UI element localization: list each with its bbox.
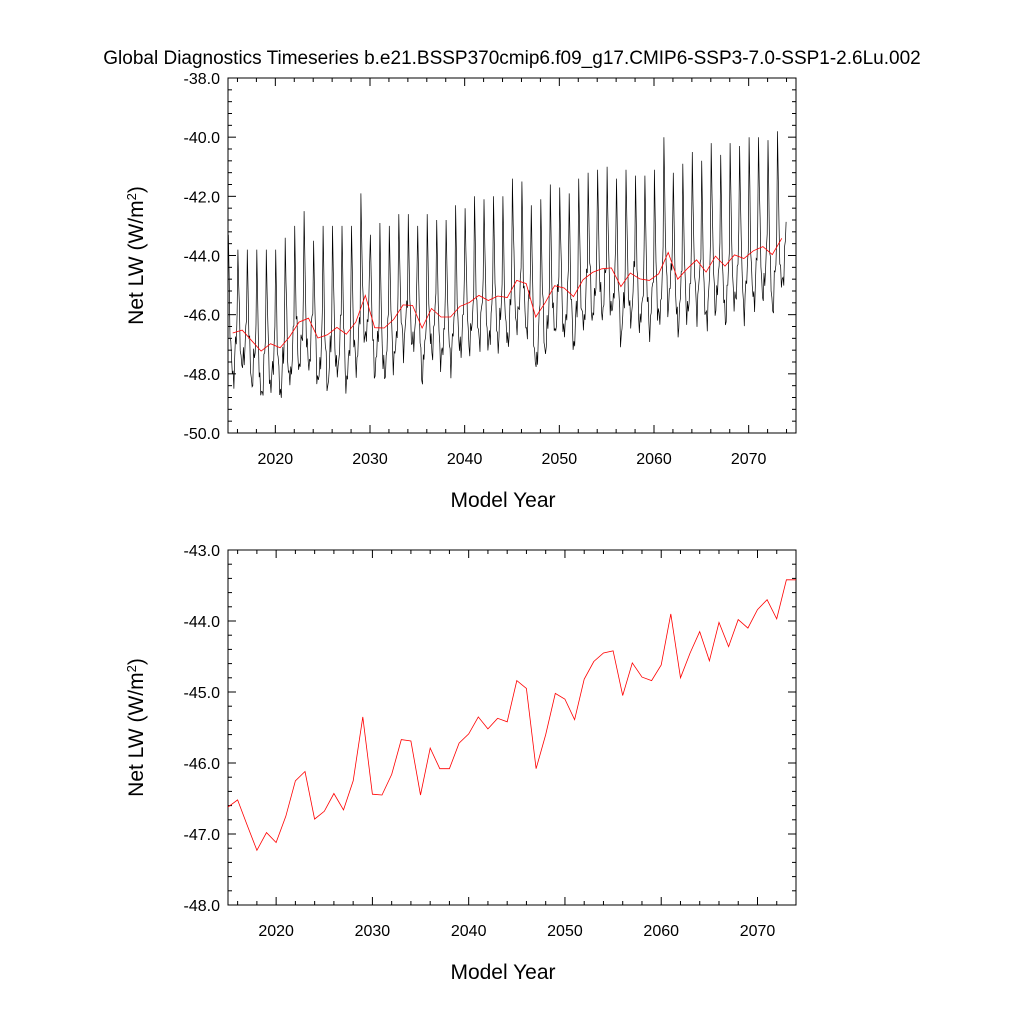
y-tick-label: -47.0 xyxy=(184,827,221,844)
x-axis-title: Model Year xyxy=(450,489,555,512)
x-tick-label: 2020 xyxy=(258,923,294,940)
series-line-annual xyxy=(232,238,783,352)
y-tick-label: -45.0 xyxy=(184,685,221,702)
x-axis-ticks xyxy=(236,78,788,433)
x-tick-label: 2040 xyxy=(447,451,483,468)
y-tick-label: -43.0 xyxy=(184,543,221,560)
y-tick-label: -44.0 xyxy=(184,614,221,631)
x-tick-label: 2040 xyxy=(451,923,487,940)
y-tick-label: -50.0 xyxy=(184,426,221,443)
y-tick-label: -44.0 xyxy=(184,249,221,266)
y-axis-ticks xyxy=(228,77,796,434)
x-tick-label: 2060 xyxy=(643,923,679,940)
series-line-annual-mean xyxy=(228,579,796,852)
series-line-monthly xyxy=(228,131,787,398)
x-axis-title: Model Year xyxy=(450,961,555,984)
y-tick-label: -40.0 xyxy=(184,130,221,147)
x-tick-label: 2060 xyxy=(636,451,672,468)
y-tick-label: -46.0 xyxy=(184,308,221,325)
plot-area xyxy=(228,131,787,398)
y-tick-label: -38.0 xyxy=(184,71,221,88)
y-axis-ticks xyxy=(228,549,796,906)
x-tick-label: 2030 xyxy=(355,923,391,940)
x-tick-label: 2070 xyxy=(731,451,767,468)
x-tick-label: 2050 xyxy=(542,451,578,468)
bottom-panel: 2020 2030 2040 2050 2060 2070 -48.0 -47.0 -46.0 -… xyxy=(124,543,797,984)
y-tick-label: -42.0 xyxy=(184,189,221,206)
y-tick-label: -46.0 xyxy=(184,756,221,773)
top-panel: 2020 2030 2040 2050 2060 2070 -50.0 -48.0 -46.0 -… xyxy=(124,71,797,512)
x-tick-label: 2050 xyxy=(547,923,583,940)
plot-area xyxy=(228,579,796,852)
y-tick-label: -48.0 xyxy=(184,367,221,384)
x-tick-label: 2070 xyxy=(740,923,776,940)
x-tick-label: 2030 xyxy=(352,451,388,468)
y-axis-title: Net LW (W/m2) xyxy=(124,186,149,325)
x-axis-ticks xyxy=(237,550,797,905)
x-tick-label: 2020 xyxy=(258,451,294,468)
figure-title: Global Diagnostics Timeseries b.e21.BSSP… xyxy=(103,48,920,69)
y-axis-title: Net LW (W/m2) xyxy=(124,658,149,797)
plot-frame xyxy=(227,549,797,906)
y-tick-label: -48.0 xyxy=(184,898,221,915)
